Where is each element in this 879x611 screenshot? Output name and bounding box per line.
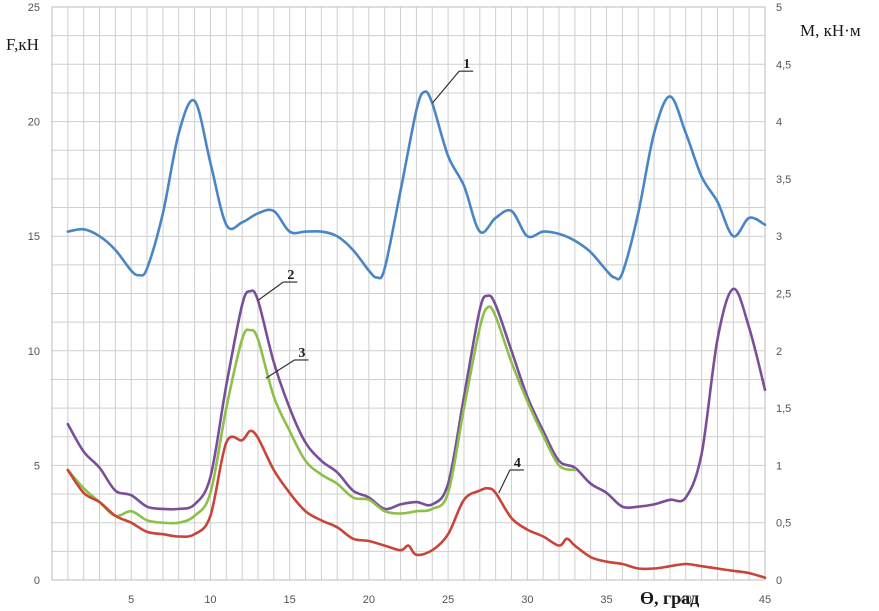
y-left-tick-label: 20 xyxy=(28,117,40,129)
curve-label-3: 3 xyxy=(298,346,305,361)
y-right-tick-label: 3 xyxy=(776,231,782,243)
x-tick-label: 40 xyxy=(680,594,692,606)
curve-label-1: 1 xyxy=(463,57,470,72)
annotation-leader-1 xyxy=(431,70,460,104)
y-right-tick-label: 3,5 xyxy=(776,174,791,186)
x-tick-label: 5 xyxy=(128,594,134,606)
y-right-tick-label: 0 xyxy=(776,575,782,587)
annotation-leader-2 xyxy=(257,281,284,301)
y-right-tick-label: 5 xyxy=(776,2,782,14)
y-right-tick-label: 2,5 xyxy=(776,289,791,301)
y-right-tick-label: 1,5 xyxy=(776,403,791,415)
series-line-3 xyxy=(66,305,577,525)
curve-label-4: 4 xyxy=(514,456,521,471)
y-left-tick-label: 15 xyxy=(28,231,40,243)
x-tick-label: 30 xyxy=(521,594,533,606)
curve-annotations: 1 2 3 4 xyxy=(257,57,524,494)
y-right-tick-label: 1 xyxy=(776,460,782,472)
left-y-axis: 0 5 10 15 20 25 xyxy=(28,2,40,587)
x-tick-label: 20 xyxy=(363,594,375,606)
x-tick-label: 10 xyxy=(204,594,216,606)
annotation-leader-3 xyxy=(265,359,295,379)
series-line-1 xyxy=(66,90,767,281)
series-line-4 xyxy=(66,429,767,579)
right-y-axis: 0 0,5 1 1,5 2 2,5 3 3,5 4 4,5 5 xyxy=(776,2,791,587)
y-right-tick-label: 4,5 xyxy=(776,59,791,71)
x-tick-label: 45 xyxy=(759,594,771,606)
y-left-tick-label: 0 xyxy=(34,575,40,587)
annotation-leader-4 xyxy=(498,469,511,494)
x-tick-label: 15 xyxy=(284,594,296,606)
y-left-tick-label: 25 xyxy=(28,2,40,14)
series-line-2 xyxy=(66,287,767,511)
chart-series xyxy=(66,90,767,579)
right-axis-title: M, кН·м xyxy=(800,21,861,40)
y-left-tick-label: 5 xyxy=(34,460,40,472)
y-right-tick-label: 2 xyxy=(776,346,782,358)
left-axis-title: F,кН xyxy=(6,35,39,54)
plot-area-border xyxy=(51,6,766,581)
x-axis-title: ϴ, град xyxy=(640,588,699,608)
x-tick-label: 35 xyxy=(600,594,612,606)
y-right-tick-label: 0,5 xyxy=(776,518,791,530)
chart-grid xyxy=(51,6,766,581)
x-axis: 5 10 15 20 25 30 35 40 45 xyxy=(128,594,771,606)
x-tick-label: 25 xyxy=(442,594,454,606)
y-left-tick-label: 10 xyxy=(28,346,40,358)
curve-label-2: 2 xyxy=(287,268,294,283)
y-right-tick-label: 4 xyxy=(776,117,782,129)
